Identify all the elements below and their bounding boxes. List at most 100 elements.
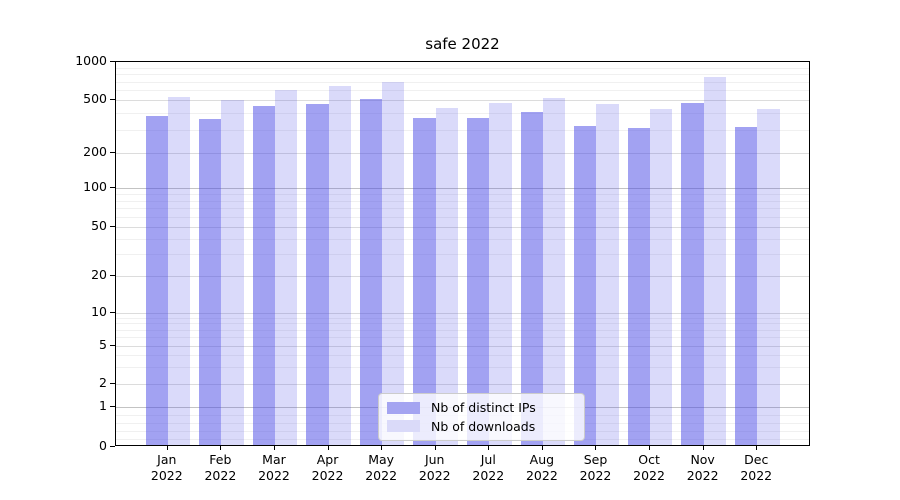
bar-nb-of-downloads-jul-2022 [489,102,512,445]
x-tick-mark [488,446,490,450]
x-tick-label: Aug 2022 [525,452,558,483]
minor-gridline [116,113,809,115]
bar-nb-of-distinct-ips-dec-2022 [734,127,758,445]
legend-label: Nb of downloads [431,418,536,434]
bar-nb-of-distinct-ips-jan-2022 [145,115,168,445]
y-tick-mark [110,445,115,447]
y-tick-mark [110,152,115,153]
y-tick-label: 20 [91,267,107,282]
bar-nb-of-distinct-ips-apr-2022 [306,103,329,445]
bar-nb-of-distinct-ips-may-2022 [359,98,383,445]
x-tick-label: Sep 2022 [579,452,612,483]
bar-nb-of-distinct-ips-oct-2022 [627,127,651,445]
minor-gridline [116,317,809,319]
y-tick-label: 1000 [75,53,107,68]
x-tick-mark [541,446,543,450]
legend-entry-nb-of-downloads: Nb of downloads [387,419,576,434]
x-tick-mark [595,446,597,450]
bar-nb-of-downloads-apr-2022 [328,86,351,445]
x-tick-label: Apr 2022 [311,452,344,483]
bar-nb-of-downloads-oct-2022 [650,108,673,445]
bar-nb-of-downloads-aug-2022 [542,98,566,445]
minor-gridline [116,67,809,69]
legend: Nb of distinct IPs Nb of downloads [378,393,585,441]
bar-nb-of-distinct-ips-aug-2022 [520,112,543,445]
x-tick-label: May 2022 [365,452,398,483]
x-tick-mark [166,446,168,450]
legend-swatch-nb-of-distinct-ips [387,401,420,414]
y-tick-mark [110,226,115,227]
y-tick-mark [110,383,115,385]
minor-gridline [116,193,809,195]
bar-nb-of-downloads-may-2022 [382,82,405,445]
x-tick-label: Jun 2022 [418,452,451,483]
y-tick-label: 200 [83,144,107,159]
y-tick-label: 500 [83,91,107,107]
y-tick-mark [110,61,115,62]
minor-gridline [116,238,809,240]
x-tick-mark [381,446,383,450]
x-tick-mark [220,446,222,450]
minor-gridline [116,200,809,202]
minor-gridline [116,367,809,369]
x-tick-label: Nov 2022 [686,452,719,483]
major-gridline [116,312,809,314]
bar-nb-of-distinct-ips-jun-2022 [413,117,436,445]
major-gridline [116,153,809,154]
y-tick-label: 100 [83,179,107,194]
x-tick-mark [756,446,758,450]
minor-gridline [116,81,809,83]
minor-gridline [116,90,809,92]
x-tick-mark [649,446,651,450]
x-tick-label: Dec 2022 [740,452,773,483]
minor-gridline [116,74,809,76]
bar-nb-of-downloads-dec-2022 [757,108,780,445]
y-tick-mark [110,406,115,407]
y-tick-mark [110,345,115,346]
major-gridline [116,227,809,228]
x-tick-label: Oct 2022 [633,452,665,483]
bar-nb-of-distinct-ips-sep-2022 [574,125,597,445]
y-tick-mark [110,311,115,313]
minor-gridline [116,129,809,131]
x-tick-label: Mar 2022 [258,452,290,483]
y-tick-label: 5 [99,337,107,352]
bar-nb-of-downloads-jun-2022 [435,107,459,445]
legend-entry-nb-of-distinct-ips: Nb of distinct IPs [387,400,576,415]
minor-gridline [116,355,809,357]
x-tick-mark [327,446,329,450]
y-tick-mark [110,187,115,188]
bar-nb-of-downloads-sep-2022 [596,103,619,445]
y-tick-label: 1 [99,398,107,413]
major-gridline [116,384,809,386]
bar-nb-of-downloads-nov-2022 [703,77,726,445]
bar-nb-of-downloads-jan-2022 [167,96,191,445]
minor-gridline [116,216,809,218]
major-gridline [116,188,809,189]
bar-nb-of-distinct-ips-nov-2022 [681,103,704,445]
bar-nb-of-downloads-feb-2022 [221,99,244,445]
y-tick-label: 0 [99,437,107,453]
minor-gridline [116,323,809,325]
bar-nb-of-distinct-ips-mar-2022 [252,106,275,445]
legend-swatch-nb-of-downloads [387,420,420,433]
y-tick-mark [110,275,115,276]
y-tick-label: 50 [91,218,107,233]
x-tick-mark [702,446,704,450]
x-tick-label: Jan 2022 [150,452,183,483]
bar-nb-of-downloads-mar-2022 [274,89,298,445]
bar-nb-of-distinct-ips-feb-2022 [199,119,222,445]
major-gridline [116,100,809,102]
bar-nb-of-distinct-ips-jul-2022 [467,118,490,445]
x-tick-mark [273,446,275,450]
legend-label: Nb of distinct IPs [431,400,536,416]
y-tick-mark [110,99,115,101]
major-gridline [116,346,809,347]
major-gridline [116,276,809,277]
chart-title: safe 2022 [425,35,500,53]
y-tick-label: 10 [91,303,107,319]
minor-gridline [116,208,809,210]
y-tick-label: 2 [99,375,107,391]
minor-gridline [116,254,809,256]
